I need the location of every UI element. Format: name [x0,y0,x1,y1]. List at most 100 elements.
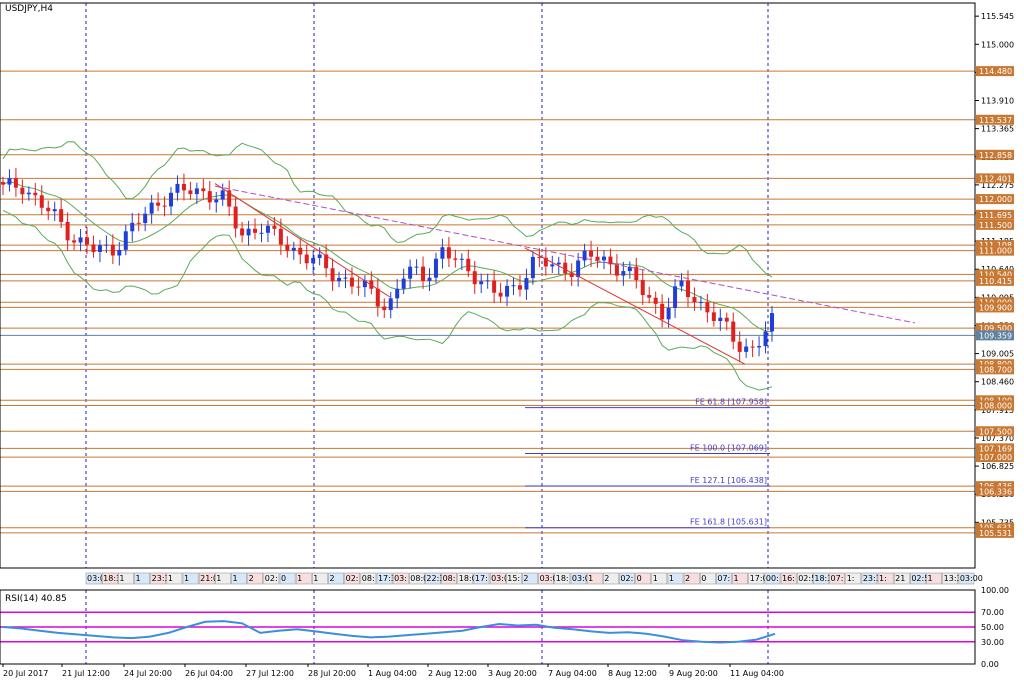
session-time-tag[interactable] [231,572,247,585]
session-time-tag[interactable] [312,572,328,585]
candle-body [253,228,258,233]
session-time-label: 1 [734,574,739,583]
session-time-tag[interactable] [942,572,959,585]
price-level-tag [976,149,1014,160]
session-time-tag[interactable] [748,572,765,585]
candle-body [679,280,684,287]
session-time-tag[interactable] [683,572,700,585]
session-time-tag[interactable] [489,572,506,585]
session-time-tag[interactable] [764,572,781,585]
candle-body [149,202,154,214]
session-time-tag[interactable] [166,572,183,585]
session-time-tag[interactable] [780,572,797,585]
session-time-tag[interactable] [279,572,296,585]
session-time-tag[interactable] [376,572,393,585]
session-time-tag[interactable] [813,572,829,585]
session-time-tag[interactable] [344,572,361,585]
date-axis-label: 20 Jul 2017 [3,669,48,678]
session-time-tag[interactable] [893,572,910,585]
session-time-tag[interactable] [441,572,458,585]
session-time-label: 03: [394,574,407,583]
session-time-tag[interactable] [586,572,603,585]
session-time-tag[interactable] [716,572,732,585]
candle-body [563,262,568,274]
price-axis-label: 115.545 [981,12,1014,21]
session-time-tag[interactable] [360,572,377,585]
session-time-tag[interactable] [198,572,215,585]
session-time-tag[interactable] [570,572,587,585]
session-time-tag[interactable] [506,572,522,585]
price-level-tag [976,527,1014,538]
session-time-tag[interactable] [392,572,409,585]
session-time-tag[interactable] [829,572,845,585]
session-time-tag[interactable] [926,572,942,585]
session-time-tag[interactable] [295,572,312,585]
session-time-tag[interactable] [732,572,748,585]
session-time-tag[interactable] [150,572,167,585]
session-time-label: 2 [685,574,690,583]
session-time-tag[interactable] [635,572,651,585]
session-time-tag[interactable] [845,572,862,585]
candle-body [278,228,283,245]
session-time-tag[interactable] [134,572,150,585]
session-time-label: 2 [604,574,609,583]
session-time-tag[interactable] [85,572,102,585]
session-time-tag[interactable] [263,572,280,585]
session-time-tag[interactable] [877,572,894,585]
price-level-tag [976,297,1014,308]
session-time-tag[interactable] [651,572,668,585]
session-time-label: 03:00 [960,574,983,583]
price-axis-label: 113.365 [981,125,1014,134]
session-time-tag[interactable] [118,572,134,585]
candle-body [291,247,296,251]
session-time-tag[interactable] [538,572,554,585]
session-time-tag[interactable] [425,572,441,585]
price-level-tag [976,323,1014,334]
candle-body [343,277,348,279]
rsi-panel [0,590,975,664]
session-time-tag[interactable] [861,572,878,585]
candle-body [395,288,400,299]
price-level-tag [976,240,1014,251]
session-time-tag[interactable] [958,572,975,585]
date-axis-label: 27 Jul 12:00 [246,669,294,678]
session-time-tag[interactable] [215,572,231,585]
session-time-tag[interactable] [699,572,716,585]
session-time-tag[interactable] [457,572,474,585]
session-time-tag[interactable] [522,572,538,585]
candle-body [201,188,206,192]
session-time-tag[interactable] [667,572,684,585]
fib-extension-label: FE 127.1 [106.438] [690,476,767,485]
candle-body [259,232,264,234]
candle-body [408,266,413,279]
session-time-label: 23:30 [152,574,175,583]
session-time-tag[interactable] [796,572,813,585]
session-time-tag[interactable] [409,572,425,585]
price-level-label: 105.531 [979,529,1012,538]
upper-band-line [2,141,773,278]
price-level-label: 107.169 [979,444,1012,453]
session-time-label: 03:00 [572,574,595,583]
price-level-label: 111.695 [979,211,1012,220]
candle-body [446,247,451,259]
session-time-tag[interactable] [619,572,635,585]
session-time-label: 1: [879,574,887,583]
candle-body [731,321,736,342]
session-time-tag[interactable] [101,572,118,585]
session-time-tag[interactable] [328,572,344,585]
candle-body [356,286,361,288]
candle-body [123,231,128,250]
session-time-label: 15: [507,574,520,583]
session-time-tag[interactable] [473,572,490,585]
session-time-tag[interactable] [554,572,571,585]
session-time-tag[interactable] [182,572,199,585]
candle-body [421,266,426,281]
candle-body [72,240,77,243]
price-axis-label: 113.910 [981,97,1014,106]
session-time-tag[interactable] [247,572,264,585]
session-time-tag[interactable] [602,572,619,585]
candle-body [337,277,342,282]
session-time-tag[interactable] [910,572,926,585]
price-level-tag [976,359,1014,370]
